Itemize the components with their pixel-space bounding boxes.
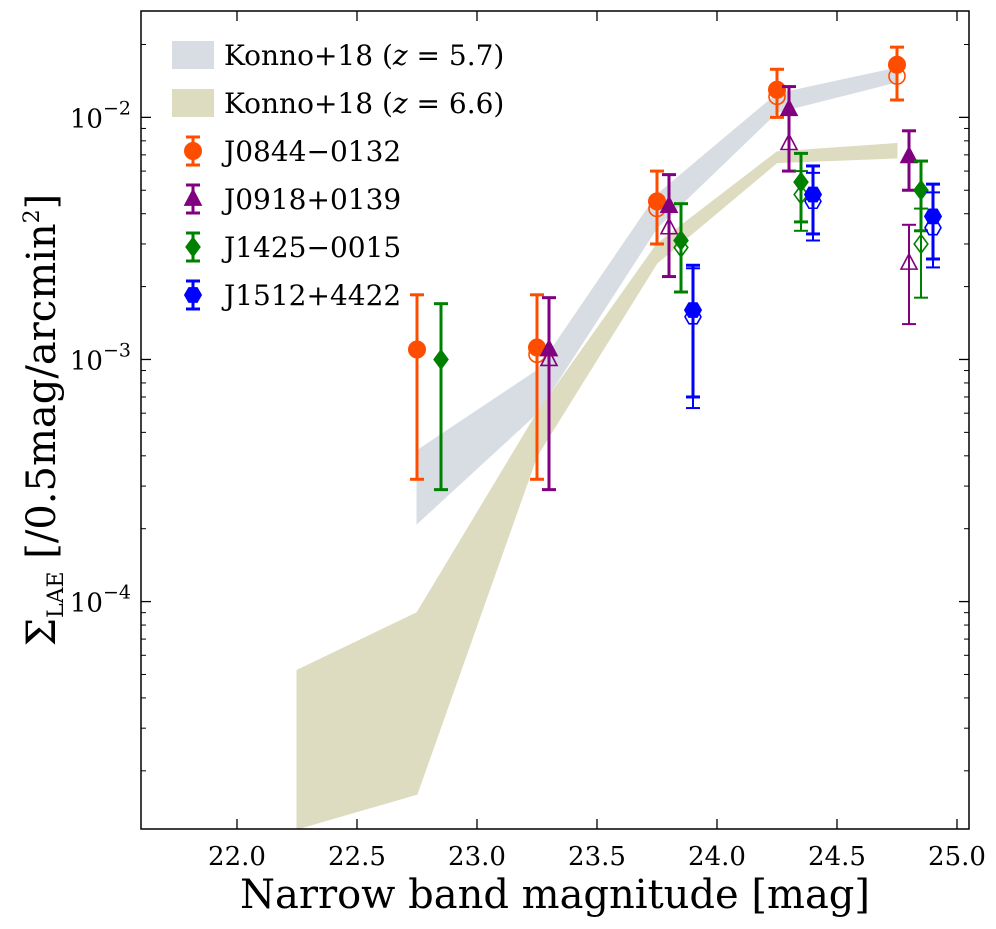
band-0 <box>416 67 898 525</box>
legend-band-label-rest-1: = 6.6) <box>408 87 505 120</box>
x-tick-label-3: 23.5 <box>568 842 626 872</box>
legend-series-swatch-1 <box>183 183 203 215</box>
y-axis-title-symbol: Σ <box>19 618 65 646</box>
series-3 <box>683 164 943 410</box>
series-1-point-0 <box>539 338 559 357</box>
legend-series-label-3: J1512+4422 <box>221 279 401 312</box>
series-2 <box>433 151 929 492</box>
y-tick-label-1: 10−3 <box>70 339 131 376</box>
legend-band-label-0: Konno+18 (z = 5.7) <box>224 39 504 72</box>
series-0 <box>408 45 906 481</box>
legend-band-label-rest-0: = 5.7) <box>408 39 505 72</box>
x-tick-label-1: 22.5 <box>328 842 386 872</box>
x-tick-label-2: 23.0 <box>448 842 506 872</box>
x-tick-label-6: 25.0 <box>928 842 986 872</box>
x-axis-title: Narrow band magnitude [mag] <box>240 872 870 918</box>
axis-ticks: 22.0 22.5 23.0 23.5 24.0 24.5 25.010−410−310−2 <box>70 11 986 872</box>
legend-band-label-1: Konno+18 (z = 6.6) <box>224 87 504 120</box>
y-tick-label-base-1: 10 <box>70 346 103 376</box>
legend-band-label-z-1: z <box>392 87 408 120</box>
series-0-errorbar-1 <box>530 293 544 481</box>
legend-series-swatch-2 <box>185 231 201 263</box>
legend-series-marker-0 <box>184 142 202 160</box>
legend-series-label-1: J0918+0139 <box>221 183 401 216</box>
legend-series-label-0: J0844−0132 <box>221 135 401 168</box>
y-tick-label-base-0: 10 <box>70 589 103 619</box>
y-axis-title-superscript: 2 <box>20 209 45 223</box>
legend-series-swatch-0 <box>184 135 202 167</box>
legend-series-marker-2 <box>185 236 201 258</box>
plot-frame <box>140 10 970 830</box>
series-0-point-2 <box>648 192 666 211</box>
series-1-point-3 <box>899 145 919 164</box>
series-0-point-3 <box>768 80 786 99</box>
series-0-point-0 <box>408 340 426 359</box>
series-2-point-2 <box>793 171 809 193</box>
series-1-open-point-3 <box>899 252 919 270</box>
legend-series-marker-1 <box>183 188 203 206</box>
series-1-errorbar-0 <box>542 296 556 492</box>
y-axis-title-subscript: LAE <box>44 571 69 618</box>
legend-band-swatch-0 <box>172 41 214 69</box>
series-3-point-0 <box>683 302 703 318</box>
series-0-errorbar-0 <box>410 293 424 481</box>
x-tick-label-0: 22.0 <box>208 842 266 872</box>
series-3-point-2 <box>923 208 943 225</box>
legend-band-swatch-1 <box>172 89 214 117</box>
legend-band-label-main-1: Konno+18 ( <box>224 87 393 120</box>
data-points <box>408 45 943 492</box>
series-1 <box>539 85 919 492</box>
legend-band-label-z-0: z <box>392 39 408 72</box>
series-2-errorbar-0 <box>434 302 448 492</box>
x-tick-label-5: 24.5 <box>808 842 866 872</box>
legend-series-marker-3 <box>183 287 203 303</box>
y-tick-label-2: 10−2 <box>70 97 131 134</box>
series-1-point-1 <box>659 195 679 213</box>
series-2-open-point-2 <box>913 233 929 255</box>
y-axis-title-bracket: ] <box>19 194 65 210</box>
y-tick-label-base-2: 10 <box>70 104 103 134</box>
y-tick-label-exp-1: −3 <box>103 339 131 361</box>
x-tick-label-4: 24.0 <box>688 842 746 872</box>
legend: Konno+18 (z = 5.7)Konno+18 (z = 6.6)J084… <box>172 39 504 312</box>
series-2-point-3 <box>913 179 929 201</box>
y-axis-title-unit: [/0.5mag/arcmin <box>19 223 65 571</box>
series-1-point-2 <box>779 98 799 117</box>
series-0-point-4 <box>888 55 906 74</box>
legend-band-label-main-0: Konno+18 ( <box>224 39 393 72</box>
legend-series-swatch-3 <box>183 279 203 311</box>
legend-series-label-2: J1425−0015 <box>221 231 401 264</box>
series-1-errorbar-1 <box>662 173 676 279</box>
y-axis-title: ΣLAE [/0.5mag/arcmin2] <box>19 194 69 647</box>
y-tick-label-exp-0: −4 <box>103 582 131 604</box>
y-tick-label-0: 10−4 <box>70 582 131 619</box>
series-2-point-0 <box>433 348 449 371</box>
series-3-errorbar-0 <box>686 263 700 399</box>
series-3-point-1 <box>803 186 823 203</box>
y-tick-label-exp-2: −2 <box>103 97 131 119</box>
series-1-open-errorbar-3 <box>902 223 916 326</box>
series-2-point-1 <box>673 229 689 252</box>
